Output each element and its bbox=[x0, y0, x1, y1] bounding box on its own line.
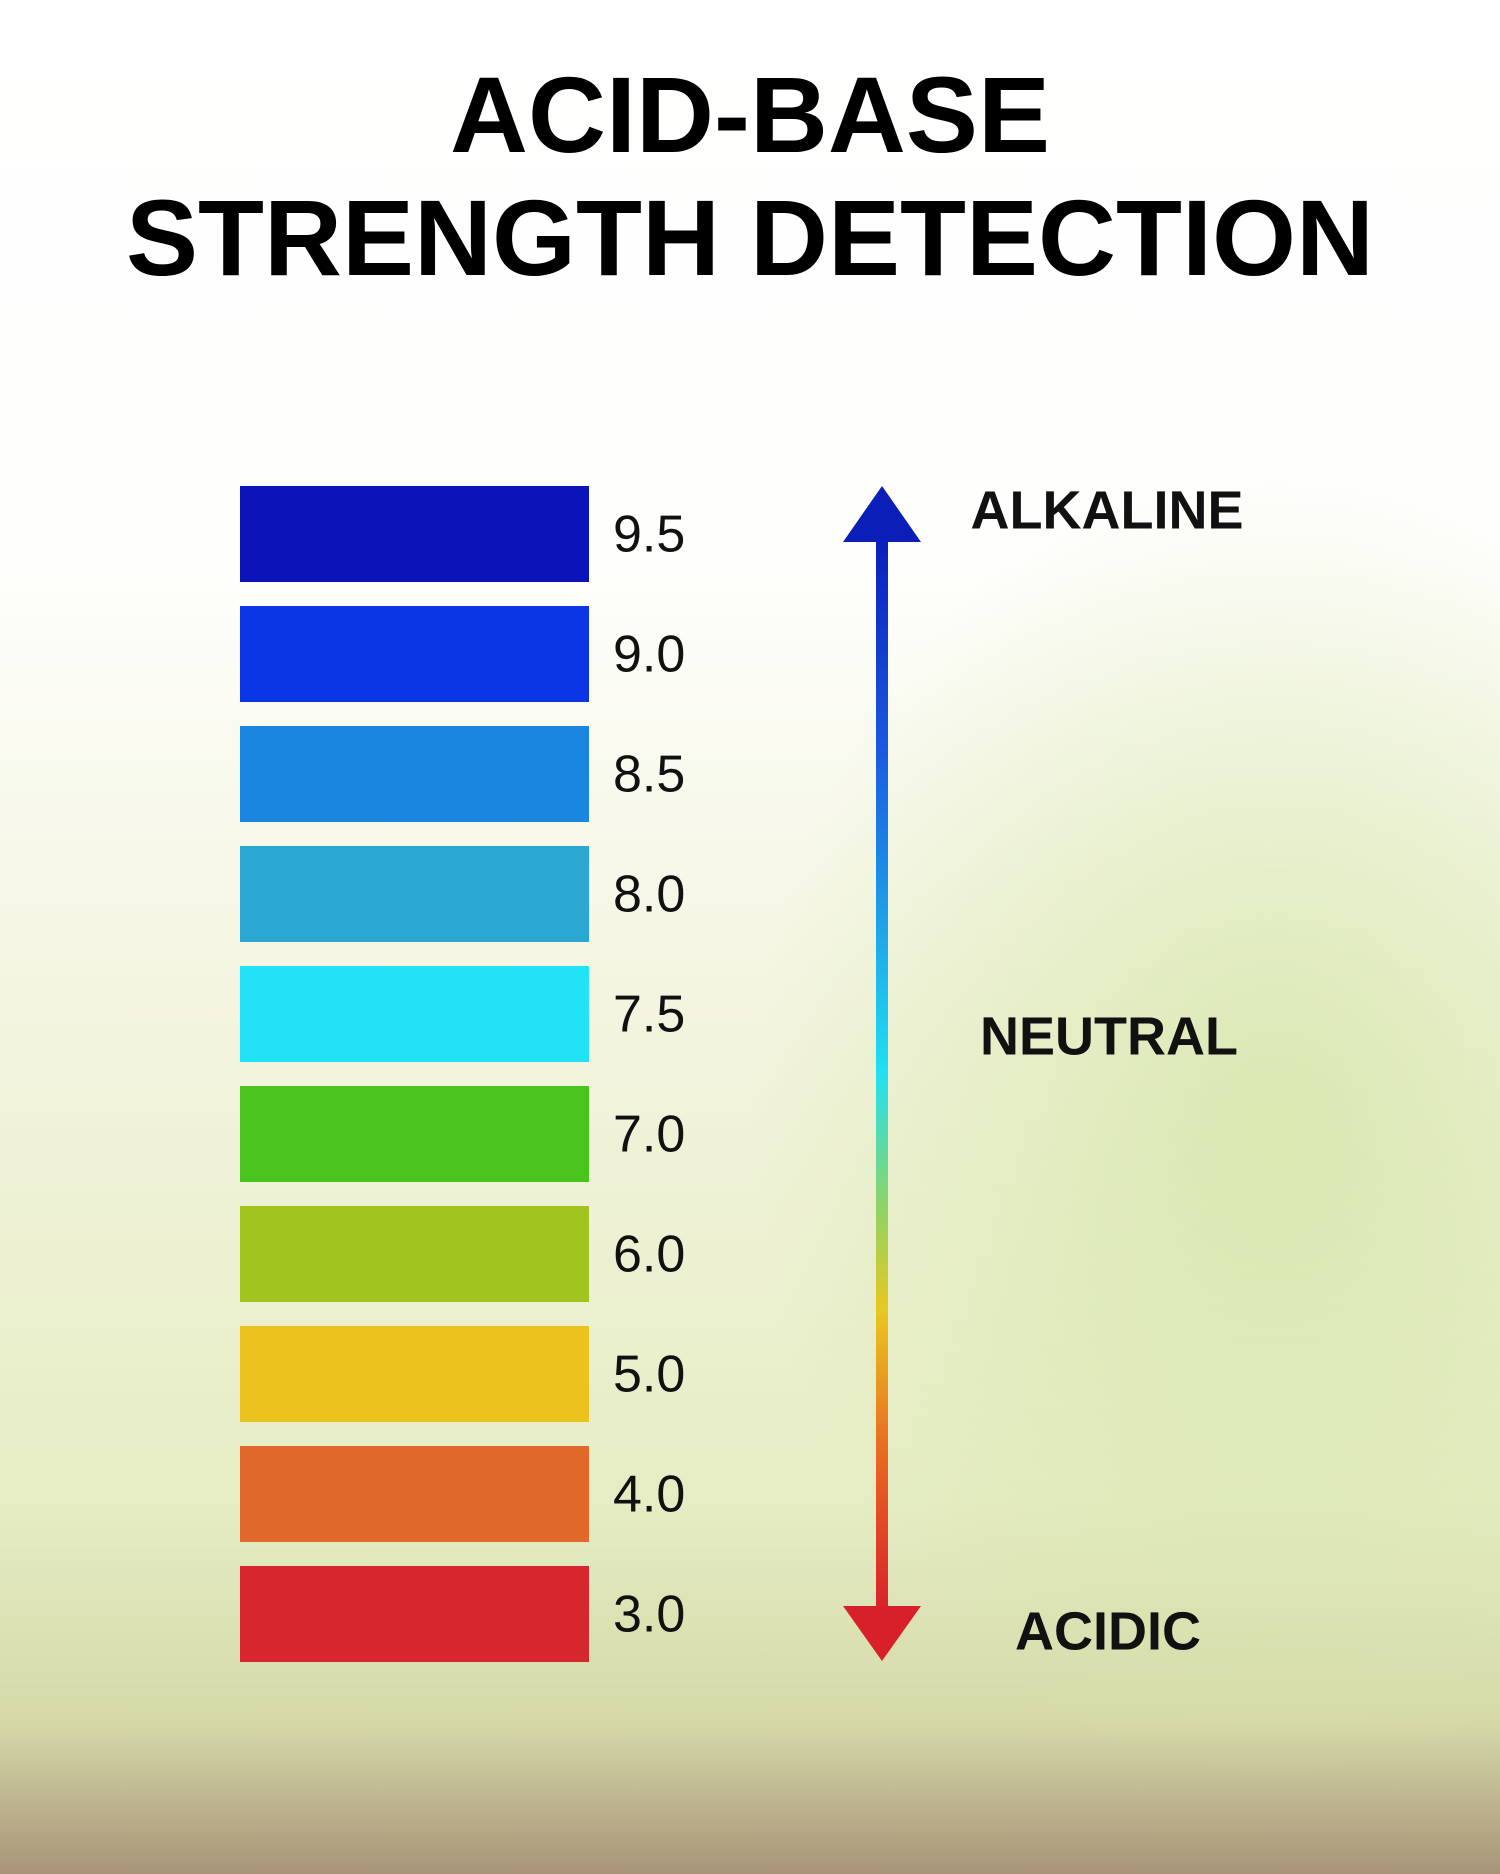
ph-value: 9.0 bbox=[613, 626, 685, 684]
ph-value: 3.0 bbox=[613, 1586, 685, 1644]
ph-value: 7.0 bbox=[613, 1106, 685, 1164]
scale-label: ACIDIC bbox=[1015, 1601, 1201, 1661]
color-swatch bbox=[240, 1086, 589, 1182]
ph-value: 5.0 bbox=[613, 1346, 685, 1404]
color-swatch bbox=[240, 486, 589, 582]
ph-value: 7.5 bbox=[613, 986, 685, 1044]
arrow-head-down bbox=[843, 1606, 921, 1661]
color-swatch bbox=[240, 606, 589, 702]
ph-value: 4.0 bbox=[613, 1466, 685, 1524]
ph-value: 6.0 bbox=[613, 1226, 685, 1284]
color-swatch bbox=[240, 726, 589, 822]
color-swatch bbox=[240, 1206, 589, 1302]
ph-value: 8.0 bbox=[613, 866, 685, 924]
color-swatch bbox=[240, 846, 589, 942]
arrow-shaft bbox=[876, 536, 888, 1612]
scale-label: ALKALINE bbox=[971, 480, 1244, 540]
title-line: STRENGTH DETECTION bbox=[126, 177, 1374, 298]
ph-value: 8.5 bbox=[613, 746, 685, 804]
swatch-list: 9.5 9.0 8.5 8.0 7.5 7.0 6.0 5.0 4.0 3.0 bbox=[240, 486, 685, 1662]
arrow-head-up bbox=[843, 486, 921, 542]
color-swatch bbox=[240, 1446, 589, 1542]
ph-value: 9.5 bbox=[613, 506, 685, 564]
scale-label: NEUTRAL bbox=[980, 1006, 1238, 1066]
color-swatch bbox=[240, 966, 589, 1062]
title-line: ACID-BASE bbox=[450, 54, 1050, 175]
color-swatch bbox=[240, 1566, 589, 1662]
color-swatch bbox=[240, 1326, 589, 1422]
